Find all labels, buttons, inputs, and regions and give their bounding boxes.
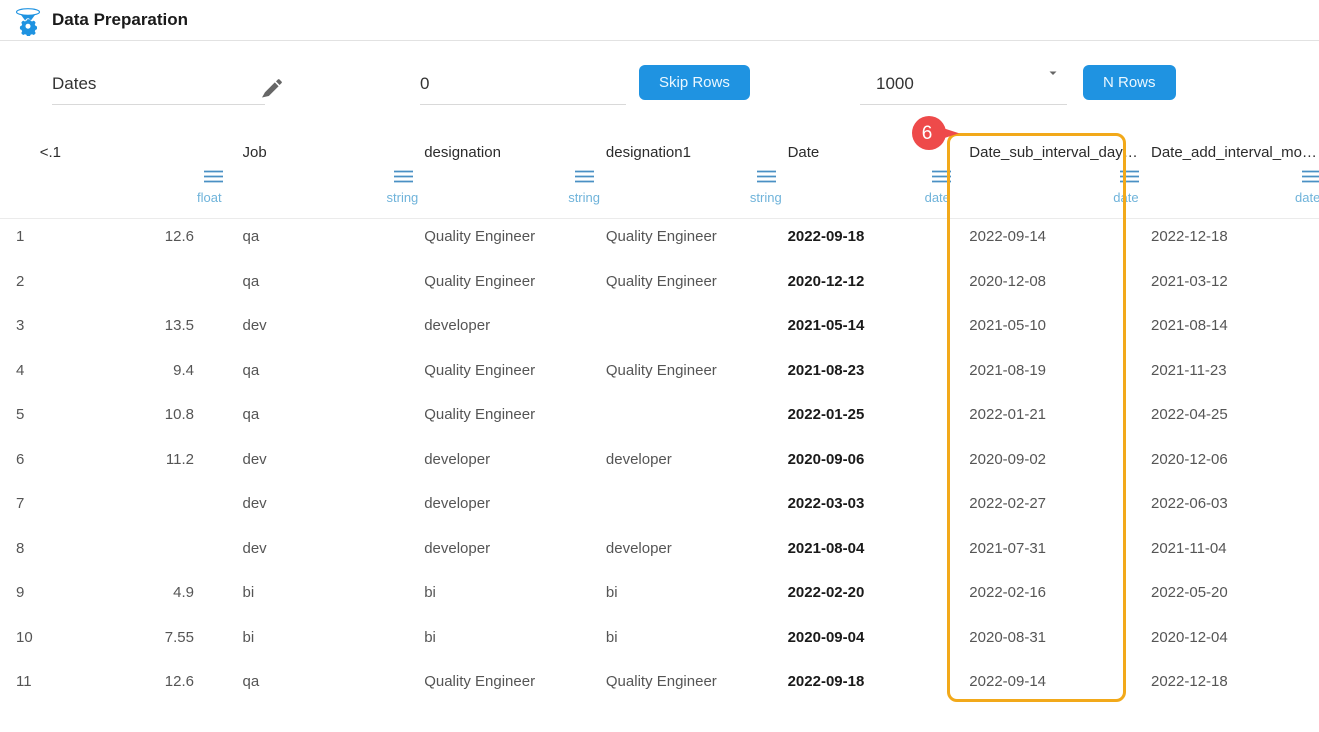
svg-text:6: 6 xyxy=(922,123,933,144)
